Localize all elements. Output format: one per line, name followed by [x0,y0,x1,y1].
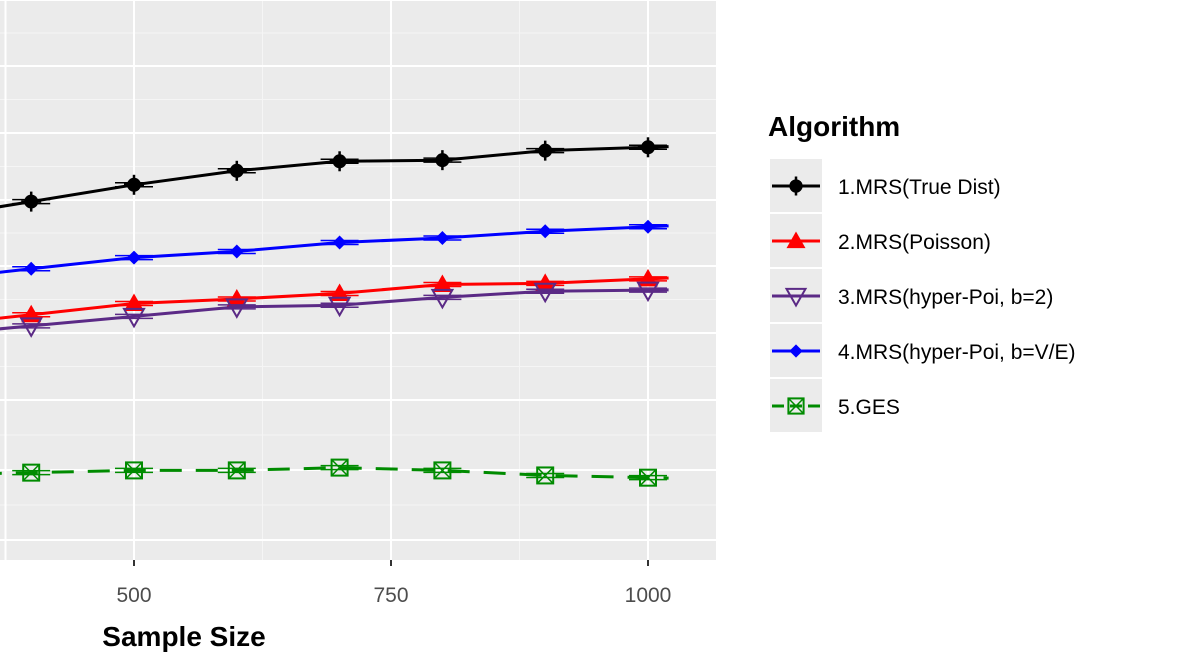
legend-label: 1.MRS(True Dist) [838,176,1001,199]
legend-item: 4.MRS(hyper-Poi, b=V/E) [770,324,1076,377]
data-point [786,231,806,249]
data-point [332,235,347,250]
data-point [789,344,803,358]
data-point [786,176,806,196]
data-point [127,250,141,265]
legend-label: 2.MRS(Poisson) [838,231,991,254]
data-point [636,281,660,303]
series-3 [0,281,669,338]
legend-title: Algorithm [768,111,900,142]
data-point [225,298,249,319]
data-point [787,397,805,415]
data-point [639,468,657,487]
series-4 [0,219,669,276]
series-1 [0,137,669,212]
x-tick-label: 500 [116,584,151,607]
x-axis-title: Sample Size [102,621,265,652]
data-point [432,150,453,171]
legend-label: 3.MRS(hyper-Poi, b=2) [838,286,1053,309]
x-tick-label: 750 [373,584,408,607]
data-point [535,140,556,161]
data-point [435,231,450,245]
data-point [227,461,246,480]
data-point [125,461,143,480]
data-point [122,307,146,329]
minor-gridlines [0,0,716,560]
series-layer [0,137,669,487]
series-5 [0,458,669,487]
data-point [24,261,39,276]
data-point [432,274,453,292]
data-point [19,317,43,338]
data-point [329,151,350,172]
data-point [538,224,553,239]
legend-item: 5.GES [770,379,900,432]
legend: Algorithm 1.MRS(True Dist) 2.MRS(Poisson)… [768,111,1076,432]
x-axis: 500 750 1000 [116,560,671,607]
series-line [0,288,669,331]
legend-label: 4.MRS(hyper-Poi, b=V/E) [838,341,1076,364]
legend-item: 1.MRS(True Dist) [770,159,1001,212]
data-point [22,463,41,482]
data-point [638,137,658,158]
legend-item: 2.MRS(Poisson) [770,214,991,267]
data-point [533,282,557,304]
data-point [784,287,808,308]
data-point [535,273,556,291]
legend-item: 3.MRS(hyper-Poi, b=2) [770,269,1053,322]
data-point [329,283,350,301]
data-point [21,191,42,212]
data-point [433,461,452,480]
data-point [226,160,247,181]
data-point [330,458,349,477]
data-point [536,466,555,485]
data-point [430,288,455,310]
data-point [226,289,247,307]
data-point [641,219,655,234]
x-tick-label: 1000 [625,584,672,607]
series-line [0,466,669,480]
data-point [229,244,244,259]
data-point [124,293,144,312]
legend-label: 5.GES [838,396,900,419]
data-point [327,296,352,318]
data-point [124,174,144,195]
